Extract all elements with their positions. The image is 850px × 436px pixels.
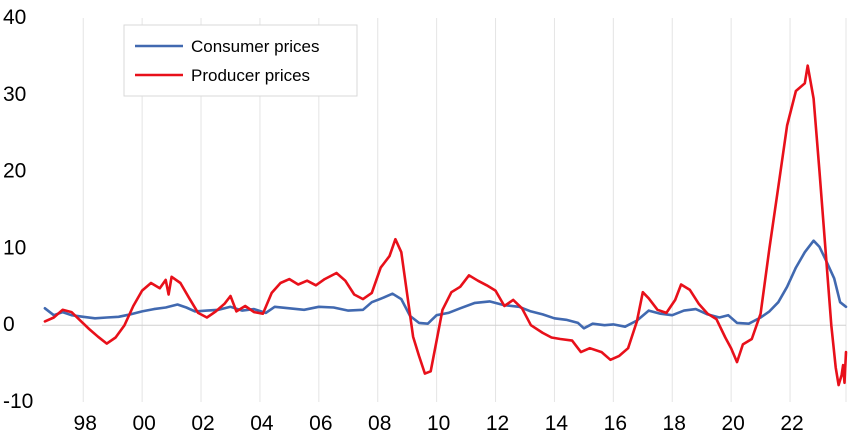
y-tick-label: 30 bbox=[3, 83, 26, 106]
x-tick-label: 14 bbox=[545, 412, 569, 435]
y-tick-label: 10 bbox=[3, 236, 26, 259]
x-tick-label: 20 bbox=[721, 412, 744, 435]
x-tick-label: 10 bbox=[427, 412, 450, 435]
legend-label-producer-prices: Producer prices bbox=[191, 66, 310, 85]
series-line-producer-prices bbox=[43, 64, 848, 387]
gridlines bbox=[82, 18, 847, 402]
x-axis-tick-labels: 98 00 02 04 06 08 10 12 14 16 18 20 22 bbox=[74, 412, 804, 435]
y-tick-label: 20 bbox=[3, 160, 26, 183]
x-tick-label: 18 bbox=[663, 412, 686, 435]
x-tick-label: 04 bbox=[250, 412, 274, 435]
y-axis-tick-labels: 40 30 20 10 0 -10 bbox=[3, 6, 33, 413]
x-tick-label: 22 bbox=[780, 412, 803, 435]
legend-box bbox=[123, 24, 358, 97]
y-tick-label: -10 bbox=[3, 390, 33, 413]
x-tick-label: 08 bbox=[368, 412, 391, 435]
legend-label-consumer-prices: Consumer prices bbox=[191, 37, 320, 56]
y-tick-label: 0 bbox=[3, 313, 15, 336]
x-tick-label: 00 bbox=[132, 412, 155, 435]
x-tick-label: 06 bbox=[309, 412, 332, 435]
series-lines bbox=[43, 64, 848, 387]
x-tick-label: 12 bbox=[486, 412, 509, 435]
legend: Consumer prices Producer prices bbox=[123, 24, 358, 97]
x-tick-label: 98 bbox=[74, 412, 97, 435]
series-line-consumer-prices bbox=[43, 239, 848, 330]
x-tick-label: 02 bbox=[191, 412, 214, 435]
x-tick-label: 16 bbox=[604, 412, 627, 435]
y-tick-label: 40 bbox=[3, 6, 26, 29]
